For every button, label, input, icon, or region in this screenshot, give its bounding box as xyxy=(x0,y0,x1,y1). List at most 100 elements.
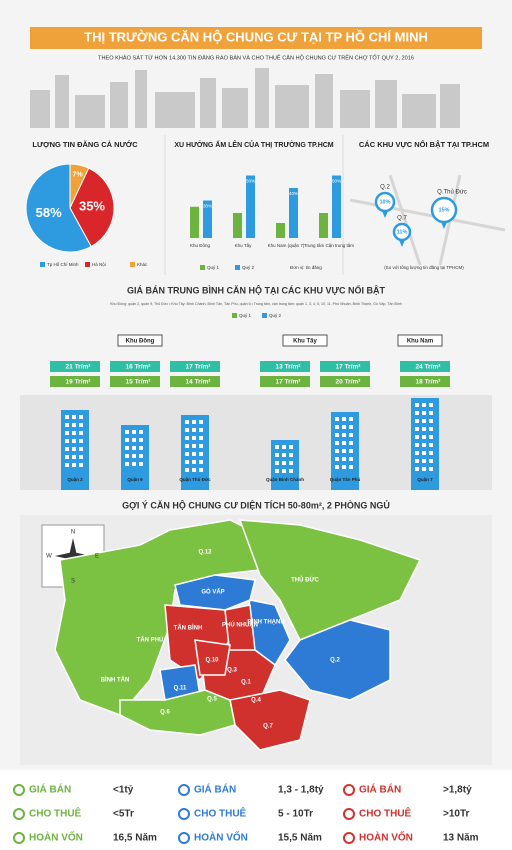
compass-s: S xyxy=(71,579,75,585)
district-name: TÂN PHÚ xyxy=(137,637,164,644)
district-label: Quận Bình Chánh xyxy=(266,477,304,482)
window xyxy=(132,430,136,434)
pin-tail xyxy=(382,211,388,218)
window xyxy=(349,457,353,461)
summary-value: 5 - 10Tr xyxy=(278,809,313,820)
summary-icon xyxy=(178,808,190,820)
summary-label: GIÁ BÁN xyxy=(359,783,401,796)
summary-icon xyxy=(13,808,25,820)
district-name: Q.1 xyxy=(241,680,251,686)
window xyxy=(415,403,419,407)
window xyxy=(415,411,419,415)
title: THỊ TRƯỜNG CĂN HỘ CHUNG CƯ TẠI TP HỒ CHÍ… xyxy=(84,29,428,44)
bar xyxy=(233,213,242,238)
window xyxy=(422,443,426,447)
window xyxy=(415,459,419,463)
window xyxy=(422,419,426,423)
summary-value: 1,3 - 1,8tỷ xyxy=(278,785,324,796)
price-label: 14 Tr/m² xyxy=(186,379,212,386)
category-label: Khu Đông xyxy=(190,243,211,248)
category-label: Khu Tây xyxy=(235,243,252,248)
district-name: Q.11 xyxy=(174,686,187,692)
summary-value: >1,8tỷ xyxy=(443,785,472,796)
price-label: 20 Tr/m² xyxy=(336,379,362,386)
window xyxy=(275,453,279,457)
window xyxy=(192,428,196,432)
category-label: Trung tâm Cận trung tâm xyxy=(304,243,354,248)
price-box xyxy=(50,361,100,372)
summary-label: HOÀN VỐN xyxy=(29,830,83,844)
window xyxy=(72,447,76,451)
window xyxy=(139,454,143,458)
price-box xyxy=(170,376,220,387)
district-name: Q.7 xyxy=(263,724,273,730)
pin-name: Q.7 xyxy=(397,216,407,222)
window xyxy=(415,451,419,455)
legend-label: Quý 1 xyxy=(207,265,220,270)
window xyxy=(185,436,189,440)
window xyxy=(342,465,346,469)
price-box xyxy=(260,361,310,372)
pin-name: Q.Thủ Đức xyxy=(437,189,467,196)
window xyxy=(422,459,426,463)
pin-tail xyxy=(441,222,447,229)
window xyxy=(289,445,293,449)
window xyxy=(199,420,203,424)
summary-value: <1tỷ xyxy=(113,785,134,796)
window xyxy=(65,423,69,427)
window xyxy=(192,436,196,440)
window xyxy=(199,452,203,456)
legend-swatch xyxy=(130,262,135,267)
window xyxy=(429,467,433,471)
bar-label: 50% xyxy=(246,179,255,184)
compass-w: W xyxy=(46,554,52,560)
window xyxy=(65,415,69,419)
legend-label: Hà Nội xyxy=(92,262,106,267)
slice-label: 58% xyxy=(36,205,62,220)
window xyxy=(275,445,279,449)
window xyxy=(65,447,69,451)
window xyxy=(422,451,426,455)
window xyxy=(335,425,339,429)
window xyxy=(132,438,136,442)
group-name: Khu Tây xyxy=(293,339,317,345)
price-label: 24 Tr/m² xyxy=(416,364,442,371)
window xyxy=(422,403,426,407)
summary-label: HOÀN VỐN xyxy=(194,830,248,844)
district-name: Q.2 xyxy=(330,658,340,664)
window xyxy=(342,433,346,437)
group-header xyxy=(397,334,443,347)
window xyxy=(139,446,143,450)
district-name: GÒ VẤP xyxy=(201,588,224,596)
summary-label: HOÀN VỐN xyxy=(359,830,413,844)
window xyxy=(429,459,433,463)
price-box xyxy=(400,361,450,372)
section-note: Khu Đông: quận 2, quận 9, Thủ Đức • Khu … xyxy=(110,302,402,306)
summary-value: 13 Năm xyxy=(443,833,479,844)
window xyxy=(65,431,69,435)
window xyxy=(415,419,419,423)
district-name: THỦ ĐỨC xyxy=(291,577,319,584)
window xyxy=(282,453,286,457)
bar-label: 50% xyxy=(332,179,341,184)
window xyxy=(199,460,203,464)
window xyxy=(282,469,286,473)
summary-icon xyxy=(343,808,355,820)
window xyxy=(199,444,203,448)
window xyxy=(185,420,189,424)
legend-label: Quý 2 xyxy=(242,265,255,270)
window xyxy=(349,417,353,421)
window xyxy=(72,431,76,435)
skyline xyxy=(30,68,460,128)
summary-icon xyxy=(343,784,355,796)
legend-swatch xyxy=(235,265,240,270)
window xyxy=(335,457,339,461)
district-shapes xyxy=(54,519,422,751)
window xyxy=(289,461,293,465)
window xyxy=(199,468,203,472)
window xyxy=(192,452,196,456)
pie-slice xyxy=(25,163,92,253)
window xyxy=(335,465,339,469)
summary-value: >10Tr xyxy=(443,809,470,820)
chart-title: XU HƯỚNG ẤM LÊN CỦA THỊ TRƯỜNG TP.HCM xyxy=(174,139,333,149)
